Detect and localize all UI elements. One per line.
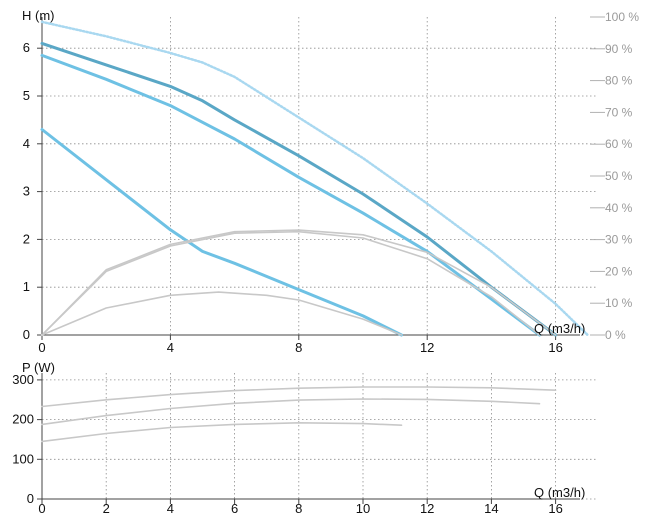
efficiency-tick-label: 90 % <box>605 42 633 56</box>
efficiency-tick-label: 20 % <box>605 264 633 278</box>
power-y-tick-label: 300 <box>12 372 34 387</box>
efficiency-tick-label: 30 % <box>605 233 633 247</box>
head-y-tick-label: 6 <box>23 40 30 55</box>
efficiency-curve <box>41 230 541 336</box>
power-x-tick-label: 14 <box>484 501 498 516</box>
power-x-tick-label: 16 <box>548 501 562 516</box>
power-curve <box>41 386 557 408</box>
efficiency-tick-label: 0 % <box>605 328 626 342</box>
power-x-tick-label: 12 <box>420 501 434 516</box>
efficiency-tick-label: 50 % <box>605 169 633 183</box>
power-x-tick-label: 4 <box>167 501 174 516</box>
efficiency-tick-label: 60 % <box>605 137 633 151</box>
power-y-tick-label: 100 <box>12 451 34 466</box>
head-chart-curves <box>40 20 589 337</box>
power-curve <box>41 421 403 443</box>
efficiency-tick-label: 100 % <box>605 10 639 24</box>
head-x-tick-label: 4 <box>167 340 174 355</box>
head-x-tick-label: 12 <box>420 340 434 355</box>
efficiency-curve <box>41 229 557 336</box>
head-chart-x-axis-label: Q (m3/h) <box>534 321 585 336</box>
head-y-tick-label: 5 <box>23 88 30 103</box>
head-y-tick-label: 2 <box>23 231 30 246</box>
efficiency-tick-label: 70 % <box>605 105 633 119</box>
power-x-tick-label: 0 <box>38 501 45 516</box>
power-x-tick-label: 10 <box>356 501 370 516</box>
head-y-tick-label: 1 <box>23 279 30 294</box>
power-chart-axes <box>37 373 580 504</box>
power-chart-x-axis-label: Q (m3/h) <box>534 485 585 500</box>
efficiency-tick-label: 10 % <box>605 296 633 310</box>
power-x-tick-label: 6 <box>231 501 238 516</box>
power-y-tick-label: 0 <box>27 491 34 506</box>
head-x-tick-label: 16 <box>548 340 562 355</box>
power-chart-curves <box>41 386 557 443</box>
head-chart-axes <box>37 16 605 340</box>
power-x-tick-label: 2 <box>103 501 110 516</box>
head-curve <box>40 128 403 337</box>
head-x-tick-label: 0 <box>38 340 45 355</box>
power-x-tick-label: 8 <box>295 501 302 516</box>
power-y-tick-label: 200 <box>12 412 34 427</box>
head-y-tick-label: 3 <box>23 184 30 199</box>
head-y-tick-label: 4 <box>23 136 30 151</box>
efficiency-tick-label: 40 % <box>605 201 633 215</box>
head-axis-label: H (m) <box>22 8 55 23</box>
head-y-tick-label: 0 <box>23 327 30 342</box>
power-chart-labels: 0 2 4 6 8 10 12 14 16 0 100 200 300 <box>12 372 563 516</box>
efficiency-tick-label: 80 % <box>605 74 633 88</box>
power-axis-label: P (W) <box>22 360 55 375</box>
head-x-tick-label: 8 <box>295 340 302 355</box>
efficiency-curve <box>41 291 403 336</box>
head-curve <box>40 20 589 337</box>
power-curve <box>41 398 541 426</box>
